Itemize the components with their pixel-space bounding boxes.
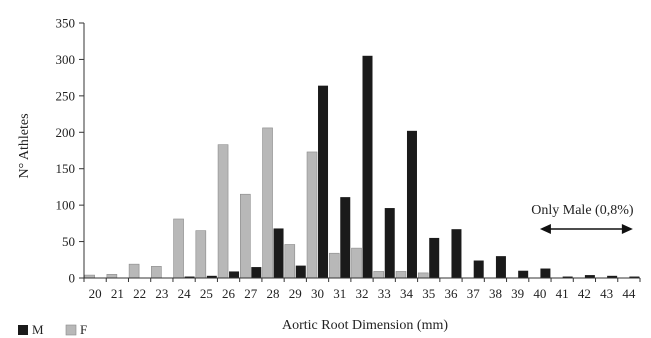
x-tick-label: 33 bbox=[378, 286, 391, 301]
annotation-arrowhead-right bbox=[621, 224, 633, 234]
x-axis-title: Aortic Root Dimension (mm) bbox=[282, 318, 448, 333]
bar-f-32 bbox=[351, 247, 362, 279]
y-tick-label: 200 bbox=[56, 125, 76, 140]
legend-label-m: M bbox=[32, 322, 44, 337]
x-tick-label: 39 bbox=[511, 286, 524, 301]
x-axis-ticks: 20 21 22 23 24 25 26 27 28 29 30 31 32 33 34 35 36 37 38 39… bbox=[83, 278, 641, 301]
x-tick-label: 36 bbox=[444, 286, 458, 301]
x-tick-label: 28 bbox=[267, 286, 280, 301]
x-tick-label: 27 bbox=[244, 286, 258, 301]
bar-m-44 bbox=[629, 276, 640, 278]
bars bbox=[84, 55, 640, 279]
x-tick-label: 44 bbox=[622, 286, 636, 301]
bar-m-32 bbox=[362, 55, 373, 279]
x-tick-label: 20 bbox=[89, 286, 102, 301]
bar-m-26 bbox=[229, 271, 240, 278]
bar-m-37 bbox=[473, 260, 484, 278]
legend: M F bbox=[18, 322, 87, 337]
y-tick-label: 300 bbox=[56, 52, 76, 67]
bar-m-27 bbox=[251, 267, 262, 278]
bar-f-26 bbox=[217, 144, 229, 279]
legend-swatch-f bbox=[65, 324, 77, 336]
bar-m-25 bbox=[206, 275, 217, 278]
annotation-text: Only Male (0,8%) bbox=[531, 203, 634, 218]
x-tick-label: 22 bbox=[133, 286, 146, 301]
y-axis-title: N° Athletes bbox=[17, 113, 32, 178]
bar-f-30 bbox=[306, 151, 318, 279]
y-tick-label: 0 bbox=[69, 271, 76, 286]
bar-f-34 bbox=[395, 271, 407, 279]
bar-m-39 bbox=[518, 270, 529, 278]
x-tick-label: 43 bbox=[600, 286, 613, 301]
bar-m-29 bbox=[295, 265, 306, 278]
bar-m-40 bbox=[540, 268, 551, 278]
x-tick-label: 35 bbox=[422, 286, 435, 301]
bar-f-35 bbox=[417, 272, 429, 279]
x-tick-label: 23 bbox=[155, 286, 168, 301]
bar-m-36 bbox=[451, 229, 462, 278]
x-tick-label: 41 bbox=[556, 286, 569, 301]
x-tick-label: 29 bbox=[289, 286, 302, 301]
y-tick-label: 150 bbox=[56, 161, 76, 176]
x-tick-label: 26 bbox=[222, 286, 236, 301]
x-tick-label: 32 bbox=[356, 286, 369, 301]
x-tick-label: 31 bbox=[333, 286, 346, 301]
bar-f-24 bbox=[173, 218, 184, 279]
legend-swatch-m bbox=[18, 325, 28, 335]
bar-f-29 bbox=[284, 244, 296, 279]
bar-m-34 bbox=[406, 130, 417, 278]
legend-label-f: F bbox=[80, 322, 87, 337]
bar-m-42 bbox=[584, 275, 595, 278]
bar-f-22 bbox=[128, 263, 140, 279]
y-axis-ticks: 0 50 100 150 200 250 300 350 bbox=[56, 16, 84, 286]
x-tick-label: 25 bbox=[200, 286, 213, 301]
annotation: Only Male (0,8%) bbox=[531, 203, 634, 234]
bar-m-41 bbox=[562, 276, 573, 278]
bar-m-33 bbox=[384, 208, 395, 278]
x-tick-label: 38 bbox=[489, 286, 502, 301]
bar-f-23 bbox=[151, 266, 162, 279]
x-tick-label: 30 bbox=[311, 286, 324, 301]
bar-f-25 bbox=[195, 230, 207, 279]
bar-f-27 bbox=[240, 193, 251, 279]
bar-m-31 bbox=[340, 197, 351, 278]
bar-m-35 bbox=[429, 237, 440, 278]
annotation-arrowhead-left bbox=[539, 224, 551, 234]
x-tick-label: 24 bbox=[178, 286, 192, 301]
bar-m-24 bbox=[184, 276, 195, 278]
bar-f-28 bbox=[262, 127, 273, 279]
y-tick-label: 250 bbox=[56, 88, 76, 103]
bar-f-31 bbox=[328, 252, 340, 279]
y-tick-label: 100 bbox=[56, 198, 76, 213]
x-tick-label: 42 bbox=[578, 286, 591, 301]
bar-m-30 bbox=[318, 85, 329, 279]
bar-f-33 bbox=[373, 271, 385, 279]
y-tick-label: 350 bbox=[56, 16, 76, 31]
y-tick-label: 50 bbox=[62, 234, 75, 249]
bar-m-38 bbox=[495, 256, 506, 278]
x-tick-label: 34 bbox=[400, 286, 414, 301]
x-tick-label: 21 bbox=[111, 286, 124, 301]
bar-m-28 bbox=[273, 228, 284, 278]
bar-f-21 bbox=[106, 274, 118, 279]
x-tick-label: 40 bbox=[533, 286, 546, 301]
x-tick-label: 37 bbox=[467, 286, 481, 301]
bar-m-43 bbox=[607, 275, 618, 278]
